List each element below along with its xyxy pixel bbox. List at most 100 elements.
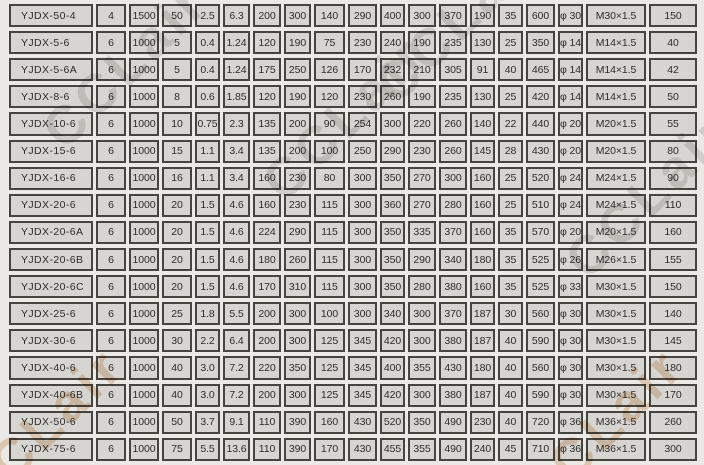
table-row: YJDX-25-6 6 1000 25 1.8 5.5 200 300 100 300 340 300…: [9, 302, 697, 326]
table-row: YJDX-50-4 4 1500 50 2.5 6.3 200 300 140 290 400 300…: [9, 4, 697, 28]
value-cell: 6: [96, 85, 126, 109]
value-cell: 350: [380, 275, 405, 299]
value-cell: 20: [162, 220, 192, 244]
value-cell: 115: [314, 193, 345, 217]
value-cell: 300: [380, 112, 405, 136]
value-cell: φ 20: [558, 112, 583, 136]
value-cell: 40: [162, 356, 192, 380]
value-cell: 1000: [129, 166, 159, 190]
value-cell: 230: [348, 85, 377, 109]
value-cell: 420: [380, 383, 405, 407]
value-cell: 40: [498, 356, 523, 380]
value-cell: 200: [284, 112, 311, 136]
value-cell: 4.6: [223, 247, 250, 272]
value-cell: 1.1: [195, 139, 220, 163]
value-cell: 355: [408, 437, 436, 461]
value-cell: 6: [96, 166, 126, 190]
value-cell: 100: [314, 139, 345, 163]
value-cell: 1000: [129, 302, 159, 326]
value-cell: 135: [253, 112, 281, 136]
value-cell: 250: [348, 139, 377, 163]
value-cell: M14×1.5: [586, 31, 646, 55]
value-cell: φ 24: [558, 166, 583, 190]
value-cell: 6: [96, 193, 126, 217]
value-cell: 3.4: [223, 139, 250, 163]
value-cell: 300: [408, 329, 436, 353]
model-cell: YJDX-50-4: [9, 4, 93, 28]
value-cell: 270: [408, 193, 436, 217]
value-cell: 370: [439, 302, 467, 326]
value-cell: 1.8: [195, 302, 220, 326]
value-cell: M36×1.5: [586, 410, 646, 434]
value-cell: 3.4: [223, 166, 250, 190]
model-cell: YJDX-16-6: [9, 166, 93, 190]
value-cell: 310: [284, 275, 311, 299]
value-cell: 1000: [129, 112, 159, 136]
value-cell: M24×1.5: [586, 193, 646, 217]
value-cell: 180: [470, 247, 495, 272]
value-cell: 140: [314, 4, 345, 28]
table-row: YJDX-40-6 6 1000 40 3.0 7.2 220 350 125 345 400 355…: [9, 356, 697, 380]
value-cell: 300: [284, 4, 311, 28]
value-cell: 170: [649, 383, 697, 407]
value-cell: 187: [470, 302, 495, 326]
value-cell: 300: [348, 302, 377, 326]
value-cell: 200: [253, 302, 281, 326]
value-cell: 1.5: [195, 247, 220, 272]
value-cell: 560: [526, 302, 555, 326]
value-cell: φ 33: [558, 275, 583, 299]
value-cell: 1500: [129, 4, 159, 28]
value-cell: M30×1.5: [586, 302, 646, 326]
value-cell: 180: [253, 247, 281, 272]
value-cell: 35: [498, 247, 523, 272]
value-cell: 570: [526, 220, 555, 244]
value-cell: 0.75: [195, 112, 220, 136]
value-cell: M30×1.5: [586, 4, 646, 28]
value-cell: 360: [380, 193, 405, 217]
value-cell: φ 14: [558, 31, 583, 55]
value-cell: 400: [380, 4, 405, 28]
value-cell: 270: [408, 166, 436, 190]
model-cell: YJDX-75-6: [9, 437, 93, 461]
value-cell: 6: [96, 139, 126, 163]
value-cell: 0.4: [195, 58, 220, 82]
value-cell: 525: [526, 275, 555, 299]
value-cell: 290: [380, 139, 405, 163]
value-cell: 260: [284, 247, 311, 272]
value-cell: 350: [284, 356, 311, 380]
value-cell: 1000: [129, 220, 159, 244]
value-cell: 20: [162, 275, 192, 299]
value-cell: 5.5: [195, 437, 220, 461]
value-cell: 25: [498, 166, 523, 190]
value-cell: 380: [439, 383, 467, 407]
value-cell: 465: [526, 58, 555, 82]
value-cell: 10: [162, 112, 192, 136]
value-cell: M14×1.5: [586, 58, 646, 82]
value-cell: 345: [348, 356, 377, 380]
value-cell: 20: [162, 193, 192, 217]
value-cell: 160: [649, 220, 697, 244]
value-cell: 13.6: [223, 437, 250, 461]
value-cell: 1000: [129, 58, 159, 82]
value-cell: 40: [498, 410, 523, 434]
value-cell: 355: [408, 356, 436, 380]
value-cell: 4: [96, 4, 126, 28]
value-cell: 160: [470, 220, 495, 244]
value-cell: 1.85: [223, 85, 250, 109]
value-cell: 160: [470, 166, 495, 190]
value-cell: 130: [470, 31, 495, 55]
value-cell: 190: [470, 4, 495, 28]
value-cell: 520: [380, 410, 405, 434]
value-cell: 335: [408, 220, 436, 244]
value-cell: 6: [96, 356, 126, 380]
value-cell: 6: [96, 302, 126, 326]
value-cell: 370: [439, 220, 467, 244]
value-cell: 170: [253, 275, 281, 299]
table-row: YJDX-20-6C 6 1000 20 1.5 4.6 170 310 115 300 350 28…: [9, 275, 697, 299]
value-cell: 300: [348, 193, 377, 217]
value-cell: 9.1: [223, 410, 250, 434]
value-cell: 40: [498, 329, 523, 353]
value-cell: 160: [314, 410, 345, 434]
value-cell: 35: [498, 275, 523, 299]
table-row: YJDX-40-6B 6 1000 40 3.0 7.2 200 300 125 345 420 30…: [9, 383, 697, 407]
